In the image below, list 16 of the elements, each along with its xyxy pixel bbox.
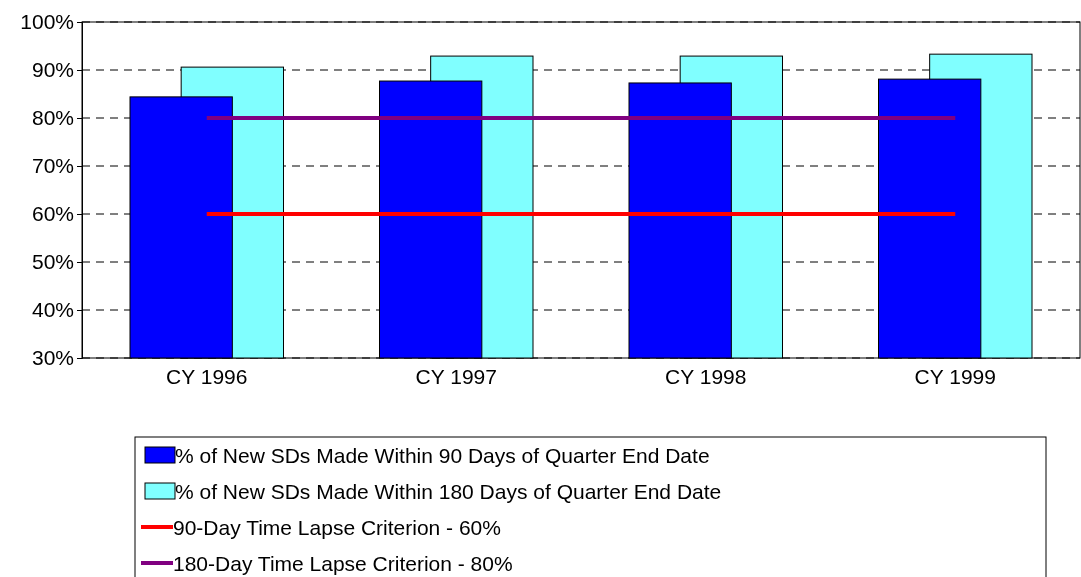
legend-label: % of New SDs Made Within 90 Days of Quarter End Date (175, 444, 710, 467)
x-tick-label: CY 1996 (166, 365, 248, 389)
x-tick-label: CY 1998 (665, 365, 747, 389)
legend-label: 90-Day Time Lapse Criterion - 60% (173, 516, 501, 539)
y-tick-label: 40% (31, 298, 74, 322)
y-tick-label: 100% (20, 10, 74, 34)
y-tick-label: 90% (31, 58, 74, 82)
legend-label: % of New SDs Made Within 180 Days of Quarter End Date (175, 480, 722, 503)
legend-label: 180-Day Time Lapse Criterion - 80% (173, 552, 513, 575)
y-tick-label: 70% (31, 154, 74, 178)
y-tick-label: 30% (31, 346, 74, 370)
x-tick-label: CY 1999 (914, 365, 996, 389)
x-tick-label: CY 1997 (415, 365, 497, 389)
y-tick-label: 60% (31, 202, 74, 226)
y-tick-label: 80% (31, 106, 74, 130)
y-tick-label: 50% (31, 250, 74, 274)
